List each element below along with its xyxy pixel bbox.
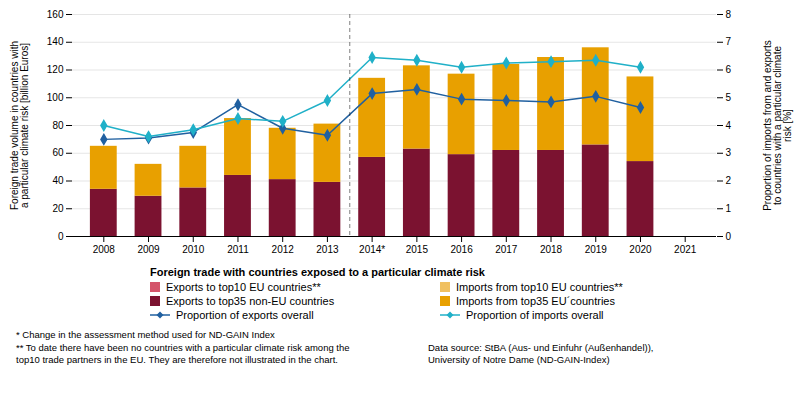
html-text:Exports to top35 non-EU countr: Exports to top35 non-EU countries [166, 295, 335, 307]
svg-text:140: 140 [47, 36, 64, 47]
html-text:Proportion of imports overall: Proportion of imports overall [466, 309, 604, 321]
svg-text:80: 80 [52, 120, 64, 131]
svg-text:Proportion of imports from and: Proportion of imports from and exportsto… [762, 40, 793, 211]
svg-text:2: 2 [726, 175, 732, 186]
svg-text:0: 0 [726, 231, 732, 242]
svg-text:2020: 2020 [629, 244, 652, 255]
svg-text:2013: 2013 [316, 244, 339, 255]
svg-text:3: 3 [726, 147, 732, 158]
html-text:* Change in the assessment met: * Change in the assessment method used f… [16, 329, 275, 340]
svg-text:2017: 2017 [495, 244, 518, 255]
html-text:Proportion of exports overall: Proportion of exports overall [176, 309, 314, 321]
svg-text:2010: 2010 [182, 244, 205, 255]
svg-text:6: 6 [726, 64, 732, 75]
svg-text:4: 4 [726, 120, 732, 131]
svg-text:2015: 2015 [406, 244, 429, 255]
html-text:Imports from top10 EU countrie: Imports from top10 EU countries** [456, 281, 623, 293]
svg-text:1: 1 [726, 203, 732, 214]
svg-text:5: 5 [726, 92, 732, 103]
svg-text:2009: 2009 [137, 244, 160, 255]
svg-text:2019: 2019 [585, 244, 608, 255]
svg-text:60: 60 [52, 147, 64, 158]
html-text:Foreign trade with countries e: Foreign trade with countries exposed to … [150, 266, 485, 278]
svg-text:160: 160 [47, 9, 64, 20]
svg-text:Foreign trade volume in countr: Foreign trade volume in countries witha … [9, 41, 30, 210]
svg-text:7: 7 [726, 36, 732, 47]
html-text:Imports from top35 EU´countrie: Imports from top35 EU´countries [456, 295, 615, 307]
svg-text:40: 40 [52, 175, 64, 186]
svg-text:2012: 2012 [272, 244, 295, 255]
svg-text:100: 100 [47, 92, 64, 103]
html-text:** To date there have been no: ** To date there have been no countries … [16, 342, 350, 365]
svg-text:2021: 2021 [674, 244, 697, 255]
svg-text:20: 20 [52, 203, 64, 214]
svg-text:2014*: 2014* [359, 244, 385, 255]
html-text:Data source: StBA (Aus- und Ei: Data source: StBA (Aus- und Einfuhr (Auß… [428, 342, 654, 365]
svg-text:2018: 2018 [540, 244, 563, 255]
svg-text:120: 120 [47, 64, 64, 75]
svg-text:2008: 2008 [93, 244, 116, 255]
html-text:Exports to top10 EU countries*: Exports to top10 EU countries** [166, 281, 321, 293]
svg-text:2016: 2016 [450, 244, 473, 255]
svg-text:2011: 2011 [227, 244, 249, 255]
svg-text:0: 0 [58, 231, 64, 242]
svg-text:8: 8 [726, 9, 732, 20]
